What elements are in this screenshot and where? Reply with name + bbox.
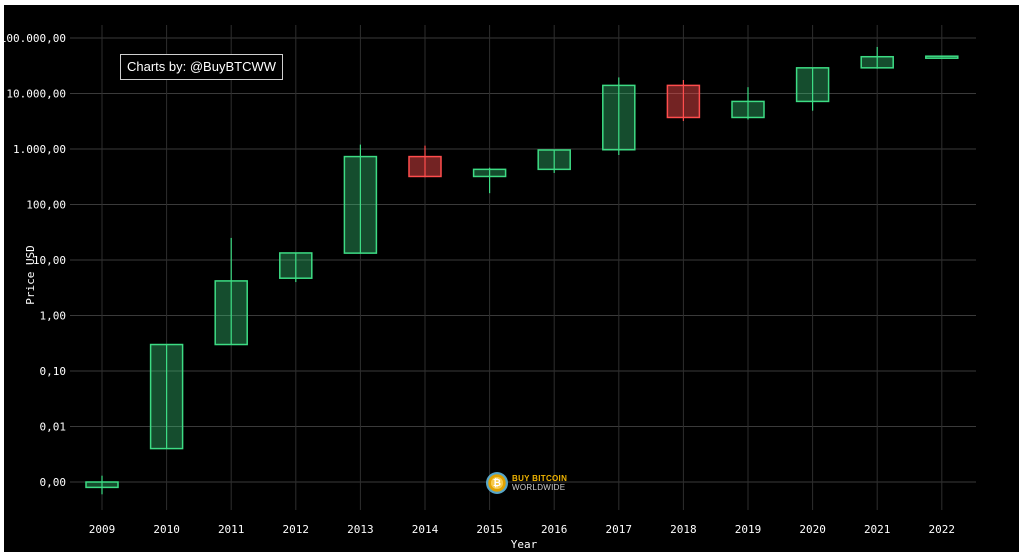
y-tick-label: 100,00 xyxy=(26,199,66,212)
watermark-line1: BUY BITCOIN xyxy=(512,474,568,483)
candle-2018 xyxy=(666,80,701,121)
chart-credit-label: Charts by: @BuyBTCWW xyxy=(120,54,283,80)
x-tick-label: 2009 xyxy=(89,523,116,536)
y-tick-labels: 0,00 0,01 0,10 1,00 10,00 100,00 1.000,00 10.00… xyxy=(4,32,66,489)
x-tick-label: 2010 xyxy=(153,523,180,536)
x-axis-title: Year xyxy=(511,538,538,551)
y-axis-title: Price USD xyxy=(24,245,37,305)
candle-2014 xyxy=(408,145,442,178)
watermark-logo: ₿ BUY BITCOIN WORLDWIDE xyxy=(486,471,567,495)
x-tick-label: 2020 xyxy=(799,523,826,536)
y-tick-label: 100.000,00 xyxy=(4,32,66,45)
candle-2013 xyxy=(343,144,378,254)
candle-2017 xyxy=(602,77,636,155)
y-tick-label: 0,00 xyxy=(40,476,67,489)
bitcoin-coin-icon: ₿ xyxy=(486,472,508,494)
candle-2010 xyxy=(149,343,184,450)
x-tick-label: 2012 xyxy=(283,523,310,536)
x-tick-labels: 2009 2010 2011 2012 2013 2014 2015 2016 2017 2018… xyxy=(89,523,955,536)
candle-body xyxy=(408,155,442,178)
candle-2019 xyxy=(731,87,765,120)
candle-body xyxy=(795,67,830,103)
candle-2011 xyxy=(214,237,248,346)
x-tick-label: 2016 xyxy=(541,523,568,536)
x-tick-label: 2018 xyxy=(670,523,697,536)
candle-body xyxy=(343,155,378,254)
x-tick-label: 2013 xyxy=(347,523,374,536)
candle-2009 xyxy=(85,475,119,495)
x-tick-label: 2014 xyxy=(412,523,439,536)
candle-body xyxy=(85,481,119,489)
candle-body xyxy=(149,343,184,450)
watermark-line2: WORLDWIDE xyxy=(512,483,566,492)
candle-body xyxy=(860,55,894,69)
candle-2020 xyxy=(795,67,830,111)
grid-lines xyxy=(70,25,976,510)
y-tick-label: 10.000,00 xyxy=(6,88,66,101)
x-tick-label: 2021 xyxy=(864,523,891,536)
candle-body xyxy=(666,84,701,119)
x-tick-label: 2015 xyxy=(476,523,503,536)
y-tick-label: 0,10 xyxy=(40,365,67,378)
candle-2012 xyxy=(279,252,313,283)
y-tick-label: 0,01 xyxy=(40,421,67,434)
candle-body xyxy=(537,149,571,171)
candles xyxy=(85,46,959,495)
y-tick-label: 1.000,00 xyxy=(13,143,66,156)
x-tick-label: 2017 xyxy=(606,523,633,536)
candle-2021 xyxy=(860,46,894,69)
candle-body xyxy=(925,55,959,59)
candle-body xyxy=(214,280,248,346)
candle-body xyxy=(472,168,507,178)
candle-2016 xyxy=(537,149,571,173)
candle-body xyxy=(279,252,313,279)
x-tick-label: 2019 xyxy=(735,523,762,536)
chart-frame: 0,00 0,01 0,10 1,00 10,00 100,00 1.000,00 10.00… xyxy=(4,5,1019,552)
y-tick-label: 1,00 xyxy=(40,310,67,323)
candlestick-chart: 0,00 0,01 0,10 1,00 10,00 100,00 1.000,00 10.00… xyxy=(4,25,976,551)
y-tick-label: 10,00 xyxy=(33,254,66,267)
candle-2022 xyxy=(925,55,959,59)
candle-body xyxy=(731,100,765,119)
candle-body xyxy=(602,84,636,151)
candle-2015 xyxy=(472,167,507,194)
x-tick-label: 2022 xyxy=(929,523,956,536)
x-tick-label: 2011 xyxy=(218,523,245,536)
